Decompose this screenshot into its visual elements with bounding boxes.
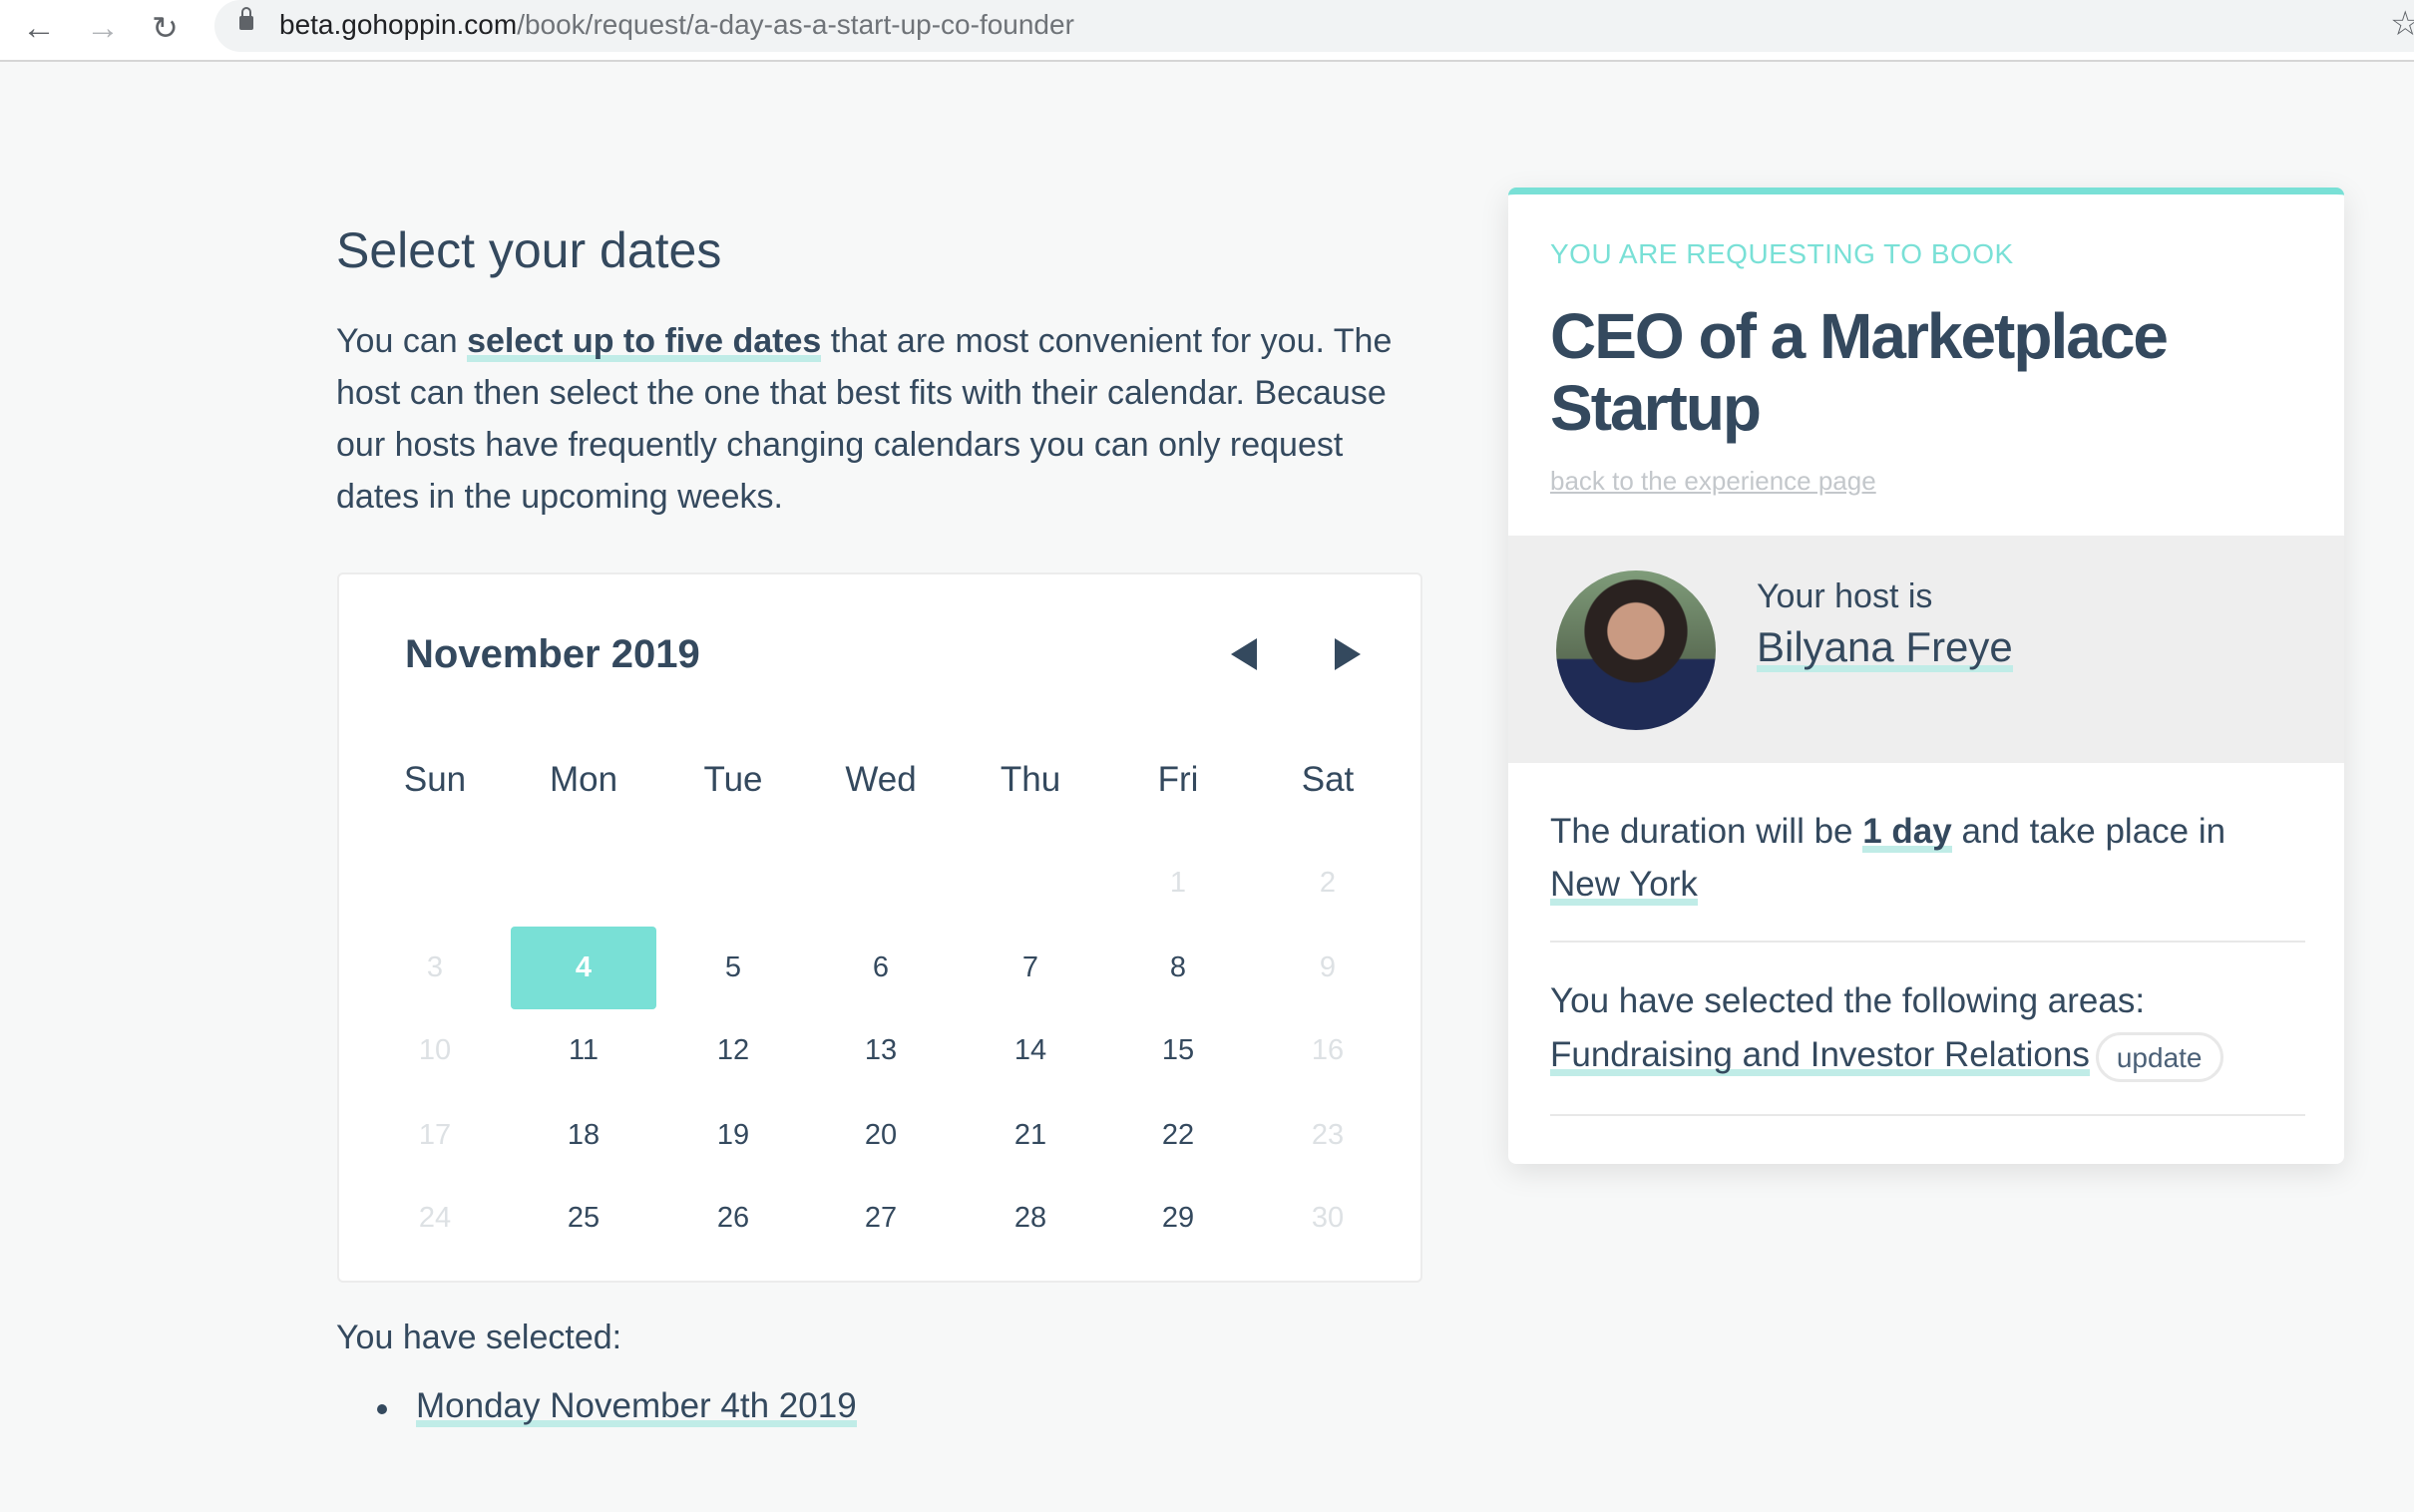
select-five-dates-link[interactable]: select up to five dates xyxy=(467,322,822,362)
calendar-day[interactable]: 18 xyxy=(567,1119,601,1151)
calendar-day[interactable]: 5 xyxy=(724,951,742,983)
calendar-day-selected[interactable]: 4 xyxy=(511,927,656,1009)
calendar-month: November 2019 xyxy=(405,632,700,676)
area-name: Fundraising and Investor Relations xyxy=(1550,1035,2090,1076)
calendar-day[interactable]: 13 xyxy=(864,1034,898,1066)
duration-mid: and take place in xyxy=(1951,812,2226,851)
back-to-experience-link[interactable]: back to the experience page xyxy=(1550,466,1876,496)
calendar-day[interactable]: 25 xyxy=(567,1202,601,1234)
intro-end: that are most convenient for you. The ho… xyxy=(336,322,1393,516)
calendar-day: 17 xyxy=(418,1119,452,1151)
host-name-text: Bilyana Freye xyxy=(1757,623,2013,672)
url-host: beta.gohoppin.com xyxy=(279,9,518,40)
duration-prefix: The duration will be xyxy=(1550,812,1863,851)
divider xyxy=(1550,941,2305,943)
selected-label: You have selected: xyxy=(336,1319,622,1356)
selected-date-text: Monday November 4th 2019 xyxy=(416,1386,857,1427)
host-avatar xyxy=(1556,570,1716,730)
weekday-header: Sun xyxy=(403,760,467,799)
calendar-day[interactable]: 27 xyxy=(864,1202,898,1234)
calendar-day: 23 xyxy=(1311,1119,1345,1151)
page-title: Select your dates xyxy=(336,222,722,278)
back-arrow-icon[interactable]: ← xyxy=(22,9,56,47)
weekday-header: Wed xyxy=(845,760,917,799)
calendar-day: 10 xyxy=(418,1034,452,1066)
host-label: Your host is xyxy=(1757,577,1933,615)
weekday-header: Mon xyxy=(549,760,618,799)
calendar-day[interactable]: 26 xyxy=(716,1202,750,1234)
calendar-day[interactable]: 11 xyxy=(568,1034,600,1066)
calendar-day: 1 xyxy=(1169,867,1187,899)
card-eyebrow: YOU ARE REQUESTING TO BOOK xyxy=(1550,238,2014,269)
calendar-day[interactable]: 7 xyxy=(1021,951,1039,983)
selected-date-item[interactable]: Monday November 4th 2019 xyxy=(416,1386,857,1427)
calendar-day[interactable]: 22 xyxy=(1161,1119,1195,1151)
host-name[interactable]: Bilyana Freye xyxy=(1757,623,2013,672)
calendar-day[interactable]: 15 xyxy=(1161,1034,1195,1066)
intro-start: You can xyxy=(336,322,468,360)
booking-summary-card: YOU ARE REQUESTING TO BOOK CEO of a Mark… xyxy=(1508,188,2344,1164)
calendar-day[interactable]: 8 xyxy=(1169,951,1187,983)
calendar-day[interactable]: 20 xyxy=(864,1119,898,1151)
duration-text: The duration will be 1 day and take plac… xyxy=(1550,805,2308,911)
calendar-day[interactable]: 14 xyxy=(1013,1034,1047,1066)
location: New York xyxy=(1550,865,1698,906)
weekday-header: Sat xyxy=(1301,760,1355,799)
url-text[interactable]: beta.gohoppin.com/book/request/a-day-as-… xyxy=(279,8,1074,42)
star-icon[interactable]: ☆ xyxy=(2390,5,2414,43)
host-section: Your host is Bilyana Freye xyxy=(1508,536,2344,763)
browser-toolbar: ← → ↻ beta.gohoppin.com/book/request/a-d… xyxy=(0,0,2414,62)
url-path: /book/request/a-day-as-a-start-up-co-fou… xyxy=(517,9,1074,40)
reload-icon[interactable]: ↻ xyxy=(152,10,179,46)
lock-icon xyxy=(239,7,253,30)
calendar-day[interactable]: 29 xyxy=(1161,1202,1195,1234)
calendar-day: 9 xyxy=(1319,951,1337,983)
calendar-day: 30 xyxy=(1311,1202,1345,1234)
calendar-day: 2 xyxy=(1319,867,1337,899)
address-bar[interactable] xyxy=(214,0,2414,52)
weekday-header: Tue xyxy=(703,760,763,799)
calendar-day[interactable]: 21 xyxy=(1013,1119,1047,1151)
calendar-day: 24 xyxy=(418,1202,452,1234)
calendar-day[interactable]: 12 xyxy=(716,1034,750,1066)
next-month-icon[interactable] xyxy=(1335,638,1361,670)
areas-text: You have selected the following areas: Fu… xyxy=(1550,974,2328,1082)
calendar-day[interactable]: 19 xyxy=(716,1119,750,1151)
intro-text: You can select up to five dates that are… xyxy=(336,315,1423,523)
calendar-day: 16 xyxy=(1311,1034,1345,1066)
divider xyxy=(1550,1114,2305,1116)
update-areas-button[interactable]: update xyxy=(2095,1031,2223,1082)
calendar-day[interactable]: 28 xyxy=(1013,1202,1047,1234)
prev-month-icon[interactable] xyxy=(1231,638,1257,670)
duration-value: 1 day xyxy=(1862,812,1952,853)
calendar-day[interactable]: 6 xyxy=(872,951,890,983)
calendar-day: 3 xyxy=(426,951,444,983)
weekday-header: Thu xyxy=(1000,760,1061,799)
forward-arrow-icon[interactable]: → xyxy=(86,9,120,47)
experience-title: CEO of a Marketplace Startup xyxy=(1550,300,2169,444)
bullet-icon xyxy=(377,1404,387,1414)
calendar: November 2019 Sun Mon Tue Wed Thu Fri Sat 1 2 3 4 5… xyxy=(337,572,1422,1283)
areas-label: You have selected the following areas: xyxy=(1550,981,2146,1020)
weekday-header: Fri xyxy=(1157,760,1199,799)
